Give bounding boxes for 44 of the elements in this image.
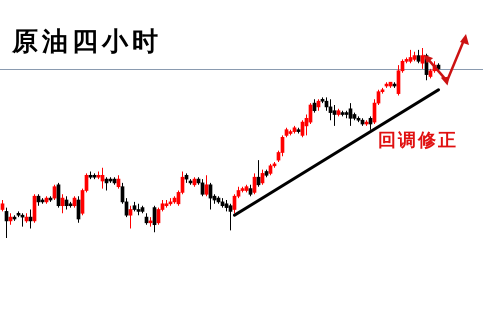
candlestick [228,203,232,231]
candlestick [20,212,24,228]
candlestick [4,207,8,238]
candlestick [416,49,420,64]
candlestick [184,172,188,184]
candlestick [144,212,148,226]
candlestick [420,48,424,70]
candlestick [116,174,120,190]
candlestick [136,203,140,216]
candlestick [256,160,260,188]
candlestick [132,201,136,212]
candlestick [72,196,76,208]
candlestick [64,196,68,210]
candlestick [408,49,412,64]
candlestick [36,194,40,206]
candlestick [268,163,272,176]
annotation: 回调修正 [378,129,458,152]
candlestick [152,205,156,233]
candlestick [100,167,104,190]
chart-title: 原油四小时 [12,26,162,59]
candlestick [220,198,224,208]
candlestick [248,184,252,197]
candlestick [200,178,204,197]
candlestick [60,194,64,214]
candlestick [24,212,28,224]
candlestick [312,98,316,114]
candlestick [208,182,212,210]
candlestick [316,98,320,112]
candlestick [76,196,80,224]
candlestick [148,216,152,228]
candlestick [252,172,256,195]
candlestick [412,51,416,62]
candlestick [0,200,4,212]
candlestick [348,102,352,126]
candlestick [28,209,32,229]
candlestick [56,182,60,208]
candlestick [52,184,56,200]
candlestick [260,169,264,186]
candlestick [204,174,208,197]
candlestick [104,176,108,191]
candlestick [368,116,372,130]
candlestick [8,212,12,226]
candlestick [192,176,196,188]
candlestick [128,205,132,229]
